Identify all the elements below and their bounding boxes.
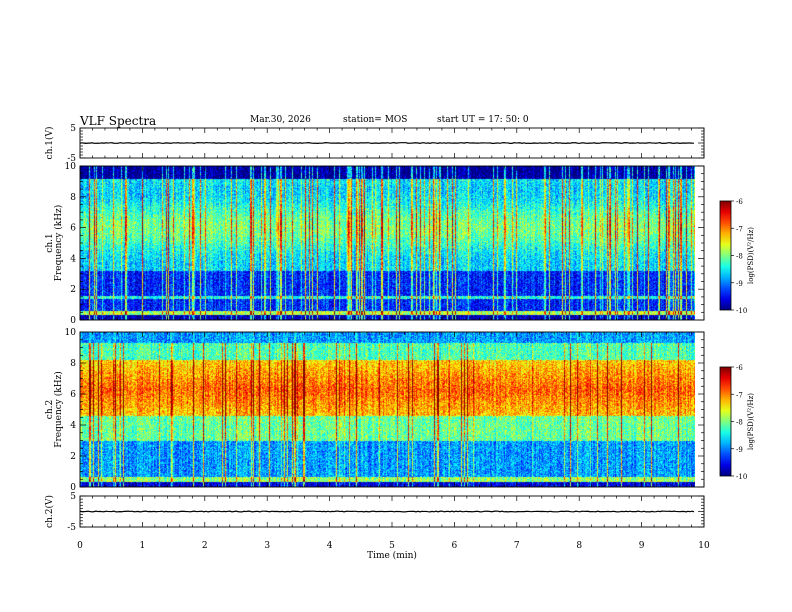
date-label: Mar.30, 2026 bbox=[250, 115, 311, 125]
start-time-label: start UT = 17: 50: 0 bbox=[437, 115, 529, 125]
y-tick-label: 4 bbox=[70, 421, 76, 431]
y-axis-label-voltage: ch.2(V) bbox=[44, 495, 55, 528]
figure-title: VLF Spectra bbox=[80, 114, 157, 128]
colorbar-tick-label: -6 bbox=[736, 364, 743, 372]
x-tick-label: 8 bbox=[576, 541, 582, 551]
colorbar-tick-label: -9 bbox=[736, 446, 743, 454]
colorbar-tick-label: -8 bbox=[736, 253, 743, 261]
x-tick-label: 2 bbox=[202, 541, 208, 551]
station-label: station= MOS bbox=[343, 115, 408, 125]
spectrogram-image-ch1 bbox=[80, 166, 695, 320]
y-tick-label: 6 bbox=[70, 390, 76, 400]
y-axis-label-voltage: ch.1(V) bbox=[44, 127, 55, 160]
y-tick-label: -5 bbox=[67, 523, 76, 533]
y-tick-label: 6 bbox=[70, 224, 76, 234]
colorbar-tick-label: -7 bbox=[736, 391, 743, 399]
colorbar-label: log(PSD)(V²/Hz) bbox=[747, 393, 755, 450]
x-tick-label: 3 bbox=[264, 541, 270, 551]
y-axis-label-channel: ch.2 bbox=[45, 400, 55, 419]
colorbar-ch1 bbox=[719, 200, 732, 311]
x-tick-label: 5 bbox=[389, 541, 395, 551]
colorbar-ch2 bbox=[719, 366, 732, 477]
y-axis-label-frequency: Frequency (kHz) bbox=[53, 371, 64, 448]
y-tick-label: 5 bbox=[70, 492, 76, 502]
x-tick-label: 9 bbox=[639, 541, 645, 551]
y-axis-label-frequency: Frequency (kHz) bbox=[53, 205, 64, 282]
y-tick-label: 8 bbox=[70, 359, 76, 369]
y-tick-label: 10 bbox=[65, 328, 77, 338]
y-tick-label: 0 bbox=[70, 483, 76, 493]
x-tick-label: 1 bbox=[140, 541, 146, 551]
y-tick-label: 10 bbox=[65, 162, 77, 172]
colorbar-tick-label: -10 bbox=[736, 307, 747, 315]
y-tick-label: 2 bbox=[70, 452, 76, 462]
colorbar-tick-label: -9 bbox=[736, 280, 743, 288]
x-tick-label: 7 bbox=[514, 541, 520, 551]
spectrogram-image-ch2 bbox=[80, 332, 695, 487]
waveform-ch1 bbox=[79, 141, 695, 145]
x-tick-label: 4 bbox=[327, 541, 333, 551]
colorbar-tick-label: -8 bbox=[736, 419, 743, 427]
y-tick-label: 2 bbox=[70, 285, 76, 295]
colorbar-tick-label: -6 bbox=[736, 198, 743, 206]
y-axis-label-channel: ch.1 bbox=[45, 233, 55, 252]
x-axis-label: Time (min) bbox=[367, 550, 417, 561]
waveform-ch2 bbox=[79, 510, 695, 513]
colorbar-tick-label: -10 bbox=[736, 473, 747, 481]
x-tick-label: 10 bbox=[698, 541, 710, 551]
x-tick-label: 6 bbox=[452, 541, 458, 551]
y-tick-label: 5 bbox=[70, 124, 76, 134]
colorbar-tick-label: -7 bbox=[736, 225, 743, 233]
y-tick-label: 8 bbox=[70, 193, 76, 203]
y-tick-label: -5 bbox=[67, 154, 76, 164]
y-tick-label: 0 bbox=[70, 316, 76, 326]
colorbar-label: log(PSD)(V²/Hz) bbox=[747, 227, 755, 284]
y-tick-label: 4 bbox=[70, 254, 76, 264]
x-tick-label: 0 bbox=[77, 541, 83, 551]
